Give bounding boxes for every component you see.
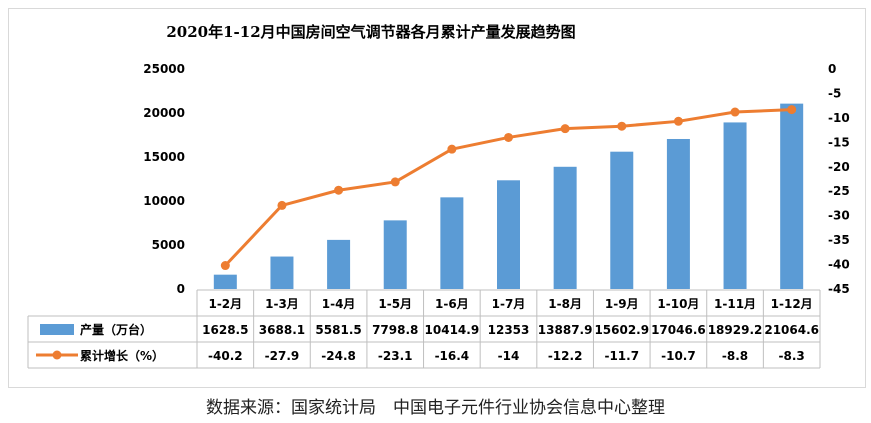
category-label: 1-11月 bbox=[714, 297, 756, 311]
growth-value: -14 bbox=[498, 349, 520, 363]
left-axis-tick-label: 0 bbox=[177, 282, 185, 296]
growth-point-1-11月 bbox=[730, 107, 740, 117]
category-label: 1-6月 bbox=[435, 297, 469, 311]
output-value: 18929.2 bbox=[708, 323, 763, 337]
growth-point-1-10月 bbox=[673, 116, 683, 126]
growth-point-1-4月 bbox=[334, 185, 344, 195]
bar-1-8月 bbox=[553, 166, 577, 289]
output-value: 15602.9 bbox=[594, 323, 649, 337]
output-value: 3688.1 bbox=[259, 323, 305, 337]
growth-point-1-3月 bbox=[277, 200, 287, 210]
legend-marker-growth bbox=[52, 350, 62, 360]
line-series bbox=[220, 105, 797, 271]
category-label: 1-12月 bbox=[771, 297, 813, 311]
growth-value: -11.7 bbox=[604, 349, 639, 363]
category-label: 1-2月 bbox=[208, 297, 242, 311]
data-table: 1-2月 1628.5 -40.2 1-3月 3688.1 -27.9 1-4月 5581.5… bbox=[27, 289, 821, 369]
bar-1-11月 bbox=[723, 122, 747, 290]
growth-value: -40.2 bbox=[208, 349, 243, 363]
bar-1-2月 bbox=[213, 274, 237, 289]
bar-1-5月 bbox=[383, 220, 407, 289]
output-value: 21064.6 bbox=[764, 323, 819, 337]
right-axis-tick-label: -20 bbox=[828, 160, 850, 174]
growth-point-1-5月 bbox=[390, 177, 400, 187]
right-axis-tick-label: -5 bbox=[828, 86, 841, 100]
output-value: 17046.6 bbox=[651, 323, 706, 337]
category-label: 1-3月 bbox=[265, 297, 299, 311]
output-value: 7798.8 bbox=[372, 323, 418, 337]
right-axis-tick-label: -30 bbox=[828, 209, 850, 223]
output-value: 5581.5 bbox=[315, 323, 361, 337]
right-axis-tick-label: -40 bbox=[828, 258, 850, 272]
growth-value: -27.9 bbox=[265, 349, 300, 363]
right-axis-tick-label: -15 bbox=[828, 135, 850, 149]
source-note: 数据来源：国家统计局 中国电子元件行业协会信息中心整理 bbox=[206, 398, 665, 418]
bar-1-6月 bbox=[440, 197, 464, 289]
growth-value: -8.3 bbox=[779, 349, 805, 363]
output-value: 1628.5 bbox=[202, 323, 248, 337]
right-y-axis: -45 -40 -35 -30 -25 -20 -15 -10 -5 0 bbox=[828, 62, 850, 296]
growth-point-1-12月 bbox=[787, 105, 797, 115]
legend-label-growth: 累计增长（%） bbox=[80, 348, 164, 363]
left-axis-tick-label: 25000 bbox=[143, 62, 185, 76]
bar-1-4月 bbox=[327, 239, 351, 289]
output-value: 10414.9 bbox=[425, 323, 480, 337]
right-axis-tick-label: -45 bbox=[828, 282, 850, 296]
growth-value: -24.8 bbox=[321, 349, 356, 363]
category-label: 1-7月 bbox=[492, 297, 526, 311]
bar-1-10月 bbox=[666, 138, 690, 289]
chart-frame bbox=[8, 8, 866, 388]
growth-value: -23.1 bbox=[378, 349, 413, 363]
left-axis-tick-label: 20000 bbox=[143, 106, 185, 120]
growth-value: -16.4 bbox=[435, 349, 470, 363]
bar-1-3月 bbox=[270, 256, 294, 289]
left-y-axis: 0 5000 10000 15000 20000 25000 bbox=[143, 62, 185, 296]
category-label: 1-5月 bbox=[378, 297, 412, 311]
output-value: 13887.9 bbox=[538, 323, 593, 337]
bar-1-12月 bbox=[780, 103, 804, 289]
category-label: 1-4月 bbox=[322, 297, 356, 311]
bar-series bbox=[213, 103, 804, 290]
growth-point-1-6月 bbox=[447, 144, 457, 154]
growth-value: -10.7 bbox=[661, 349, 696, 363]
right-axis-tick-label: -10 bbox=[828, 111, 850, 125]
left-axis-tick-label: 10000 bbox=[143, 194, 185, 208]
category-label: 1-8月 bbox=[548, 297, 582, 311]
bar-1-9月 bbox=[610, 151, 634, 289]
output-value: 12353 bbox=[488, 323, 530, 337]
legend-swatch-output bbox=[40, 324, 74, 335]
right-axis-tick-label: -35 bbox=[828, 233, 850, 247]
chart-title: 2020年1-12月中国房间空气调节器各月累计产量发展趋势图 bbox=[166, 23, 575, 41]
growth-value: -8.8 bbox=[722, 349, 748, 363]
right-axis-tick-label: 0 bbox=[828, 62, 836, 76]
legend-label-output: 产量（万台） bbox=[80, 322, 152, 337]
left-axis-tick-label: 5000 bbox=[152, 238, 185, 252]
growth-point-1-8月 bbox=[560, 124, 570, 134]
growth-point-1-9月 bbox=[617, 121, 627, 131]
category-label: 1-10月 bbox=[657, 297, 699, 311]
growth-value: -12.2 bbox=[548, 349, 583, 363]
category-label: 1-9月 bbox=[605, 297, 639, 311]
right-axis-tick-label: -25 bbox=[828, 184, 850, 198]
bar-1-7月 bbox=[497, 180, 520, 289]
growth-point-1-7月 bbox=[504, 132, 513, 142]
growth-point-1-2月 bbox=[220, 261, 230, 271]
left-axis-tick-label: 15000 bbox=[143, 150, 185, 164]
